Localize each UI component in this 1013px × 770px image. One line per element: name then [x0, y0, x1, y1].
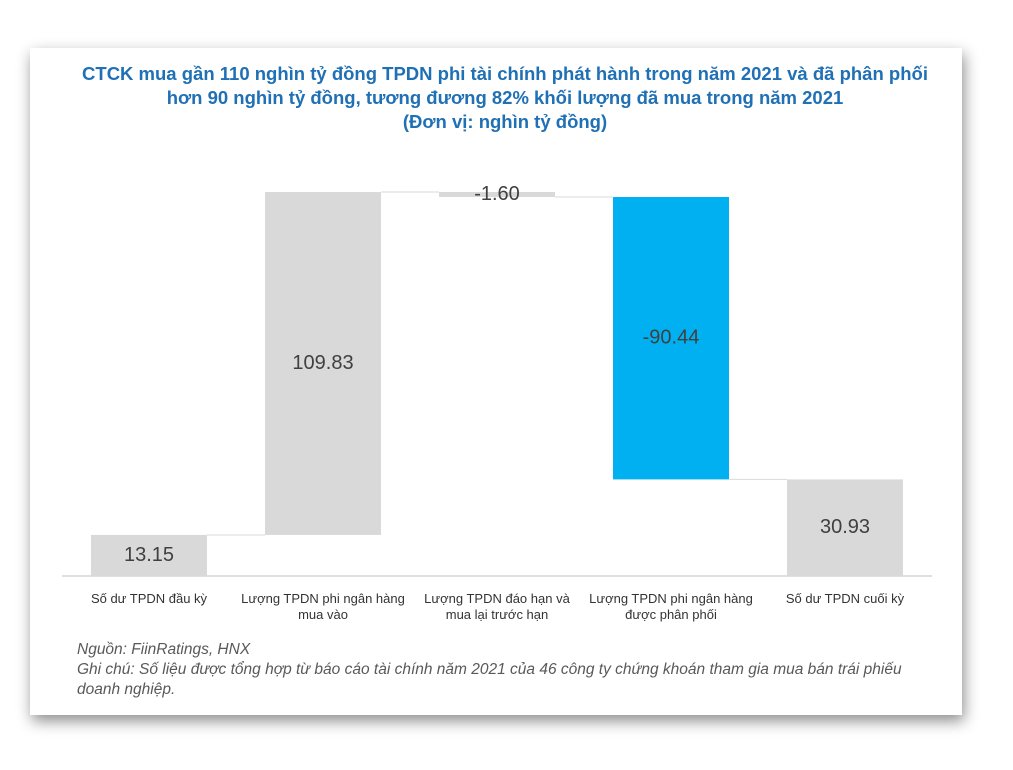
- value-label: -90.44: [643, 326, 700, 348]
- value-label: 30.93: [820, 516, 870, 538]
- chart-card: CTCK mua gần 110 nghìn tỷ đồng TPDN phi …: [30, 48, 962, 715]
- x-tick-label: Lượng TPDN phi ngân hàng mua vào: [241, 591, 405, 622]
- value-label: -1.60: [474, 183, 520, 205]
- bar: [787, 479, 903, 576]
- x-tick-label: Số dư TPDN đầu kỳ: [90, 591, 208, 606]
- chart-subtitle: (Đơn vị: nghìn tỷ đồng): [402, 111, 608, 132]
- bar: [439, 192, 555, 197]
- bar: [613, 196, 729, 480]
- bar: [91, 534, 207, 576]
- note: Ghi chú: Số liệu được tổng hợp từ báo cá…: [77, 661, 902, 698]
- chart-title: CTCK mua gần 110 nghìn tỷ đồng TPDN phi …: [82, 63, 928, 108]
- value-label: 13.15: [124, 544, 174, 566]
- x-tick-label: Lượng TPDN phi ngân hàng được phân phối: [589, 591, 753, 622]
- bar: [265, 192, 381, 535]
- x-tick-label: Lượng TPDN đáo hạn và mua lại trước hạn: [424, 591, 570, 622]
- source: Nguồn: FiinRatings, HNX: [77, 641, 251, 658]
- chart: 13.15 109.83 -1.60 -90.44 30.93: [62, 183, 932, 577]
- value-label: 109.83: [292, 352, 353, 374]
- x-tick-label: Số dư TPDN cuối kỳ: [785, 591, 905, 606]
